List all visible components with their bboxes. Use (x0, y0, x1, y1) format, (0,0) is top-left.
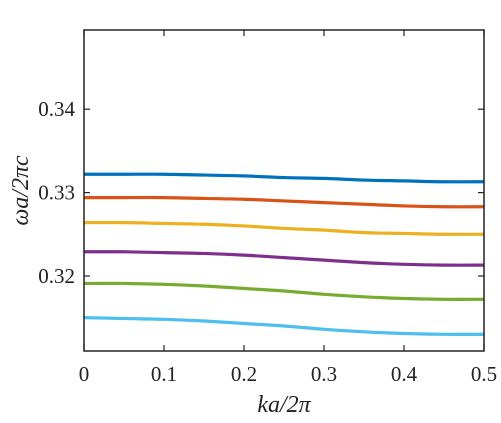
series-line-6 (83, 316, 485, 336)
x-tick-label: 0.2 (231, 362, 257, 386)
plot-frame (83, 29, 485, 352)
series-line-1 (84, 172, 485, 184)
series-layer (83, 172, 485, 336)
y-tick-label: 0.32 (38, 264, 75, 288)
ticks-layer: 0 0.1 0.2 0.3 0.4 0.5 0.32 0.33 0.34 (38, 30, 497, 386)
y-axis-label: ωa/2πc (8, 155, 34, 226)
y-tick-label: 0.33 (38, 181, 75, 205)
series-line-2 (84, 195, 485, 209)
x-tick-label: 0.3 (311, 362, 337, 386)
x-tick-label: 0.1 (151, 362, 177, 386)
x-tick-label: 0 (79, 362, 90, 386)
series-line-3 (83, 220, 485, 236)
series-line-5 (83, 281, 485, 301)
y-tick-label: 0.34 (38, 97, 75, 121)
series-line-4 (83, 250, 485, 267)
x-tick-label: 0.4 (391, 362, 418, 386)
x-axis-label: ka/2π (257, 392, 311, 418)
x-tick-label: 0.5 (471, 362, 497, 386)
